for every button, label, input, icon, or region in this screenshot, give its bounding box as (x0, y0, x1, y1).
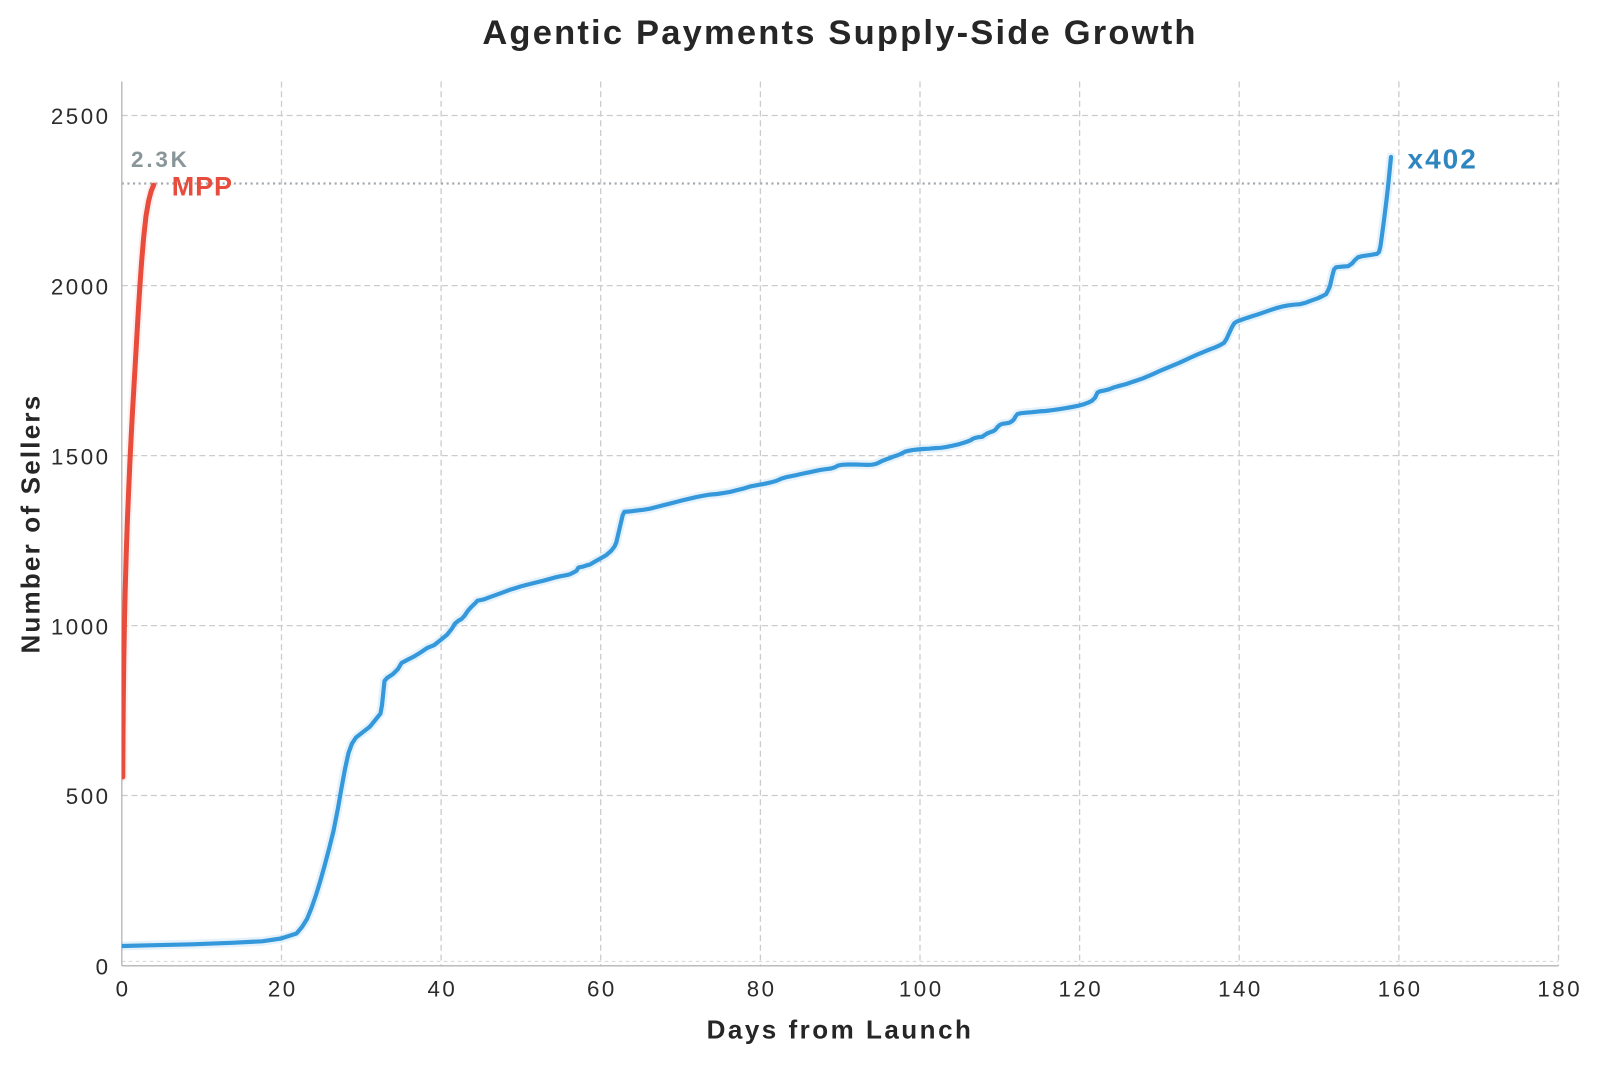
svg-text:2.3K: 2.3K (131, 147, 190, 172)
svg-text:40: 40 (427, 977, 457, 1002)
svg-text:20: 20 (268, 977, 298, 1002)
svg-text:140: 140 (1218, 977, 1263, 1002)
svg-text:2000: 2000 (51, 274, 111, 299)
svg-text:Number of Sellers: Number of Sellers (16, 394, 46, 654)
svg-text:180: 180 (1537, 977, 1582, 1002)
svg-text:0: 0 (96, 954, 111, 979)
svg-text:80: 80 (747, 977, 777, 1002)
svg-text:1000: 1000 (51, 614, 111, 639)
svg-text:2500: 2500 (51, 104, 111, 129)
svg-text:100: 100 (899, 977, 944, 1002)
svg-text:160: 160 (1378, 977, 1423, 1002)
svg-text:0: 0 (116, 977, 131, 1002)
svg-text:x402: x402 (1408, 144, 1478, 175)
svg-text:500: 500 (66, 784, 111, 809)
svg-text:MPP: MPP (172, 171, 233, 201)
svg-text:Agentic Payments Supply-Side G: Agentic Payments Supply-Side Growth (482, 14, 1197, 52)
svg-text:120: 120 (1058, 977, 1103, 1002)
svg-text:1500: 1500 (51, 444, 111, 469)
svg-text:Days from Launch: Days from Launch (707, 1015, 974, 1045)
svg-text:60: 60 (587, 977, 617, 1002)
